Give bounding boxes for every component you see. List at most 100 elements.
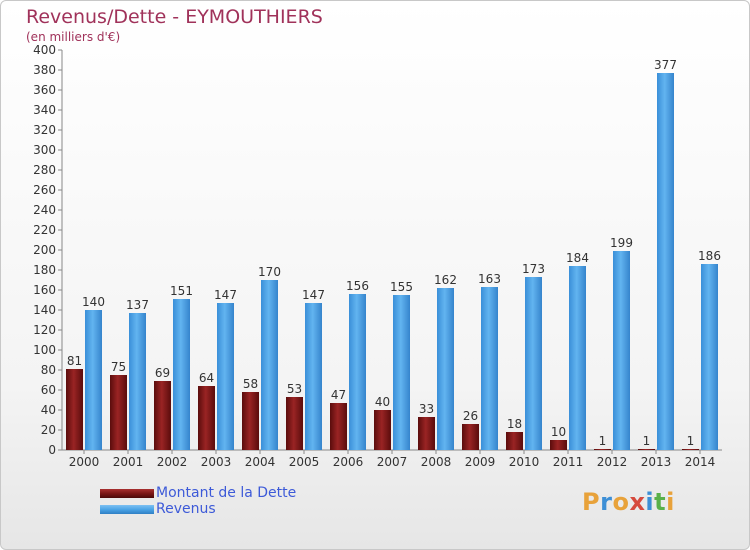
y-tick-label: 120	[33, 323, 56, 337]
data-label-revenue: 163	[478, 272, 501, 286]
data-label-debt: 75	[111, 360, 126, 374]
data-label-revenue: 155	[390, 280, 413, 294]
y-tick-label: 280	[33, 163, 56, 177]
logo-letter: r	[600, 488, 613, 516]
x-tick-label: 2003	[201, 455, 232, 469]
data-label-debt: 10	[551, 425, 566, 439]
data-label-revenue: 186	[698, 249, 721, 263]
logo-letter: P	[582, 488, 601, 516]
data-label-revenue: 377	[654, 58, 677, 72]
y-tick-label: 340	[33, 103, 56, 117]
y-tick-label: 260	[33, 183, 56, 197]
bar-debt	[682, 449, 699, 450]
x-tick-label: 2011	[553, 455, 584, 469]
y-tick-label: 0	[48, 443, 56, 457]
y-tick-label: 20	[41, 423, 56, 437]
x-tick-label: 2013	[641, 455, 672, 469]
data-label-revenue: 170	[258, 265, 281, 279]
bar-debt	[638, 449, 655, 450]
bar-revenue	[305, 303, 322, 450]
bar-debt	[66, 369, 83, 450]
y-tick-label: 240	[33, 203, 56, 217]
data-label-revenue: 140	[82, 295, 105, 309]
y-tick-label: 80	[41, 363, 56, 377]
chart-title: Revenus/Dette - EYMOUTHIERS	[26, 6, 323, 28]
bar-debt	[154, 381, 171, 450]
x-tick-label: 2007	[377, 455, 408, 469]
data-label-debt: 64	[199, 371, 214, 385]
legend-swatch-revenue	[100, 505, 154, 514]
bar-revenue	[481, 287, 498, 450]
x-tick-label: 2000	[69, 455, 100, 469]
legend-label-revenue: Revenus	[156, 501, 216, 517]
y-tick-label: 380	[33, 63, 56, 77]
data-label-debt: 1	[687, 434, 695, 448]
data-label-debt: 81	[67, 354, 82, 368]
bar-debt	[286, 397, 303, 450]
data-label-revenue: 199	[610, 236, 633, 250]
logo-letter: i	[666, 488, 675, 516]
chart-subtitle: (en milliers d'€)	[26, 30, 121, 44]
data-label-debt: 40	[375, 395, 390, 409]
data-label-debt: 1	[599, 434, 607, 448]
data-label-debt: 69	[155, 366, 170, 380]
x-tick-label: 2004	[245, 455, 276, 469]
bar-debt	[242, 392, 259, 450]
bar-revenue	[525, 277, 542, 450]
data-label-revenue: 147	[214, 288, 237, 302]
bar-debt	[330, 403, 347, 450]
data-label-debt: 58	[243, 377, 258, 391]
data-label-revenue: 137	[126, 298, 149, 312]
bar-revenue	[129, 313, 146, 450]
x-tick-label: 2009	[465, 455, 496, 469]
data-label-debt: 47	[331, 388, 346, 402]
x-tick-label: 2008	[421, 455, 452, 469]
y-tick-label: 100	[33, 343, 56, 357]
y-tick-label: 160	[33, 283, 56, 297]
bar-revenue	[613, 251, 630, 450]
bar-revenue	[657, 73, 674, 450]
data-label-revenue: 151	[170, 284, 193, 298]
bar-revenue	[349, 294, 366, 450]
x-tick-label: 2006	[333, 455, 364, 469]
bar-debt	[594, 449, 611, 450]
y-tick-label: 200	[33, 243, 56, 257]
data-label-debt: 33	[419, 402, 434, 416]
bar-revenue	[569, 266, 586, 450]
data-label-revenue: 173	[522, 262, 545, 276]
y-tick-label: 60	[41, 383, 56, 397]
bar-debt	[374, 410, 391, 450]
bar-revenue	[437, 288, 454, 450]
data-label-debt: 53	[287, 382, 302, 396]
x-tick-label: 2010	[509, 455, 540, 469]
x-tick-label: 2012	[597, 455, 628, 469]
bar-debt	[550, 440, 567, 450]
logo-letter: i	[645, 488, 655, 516]
bar-debt	[506, 432, 523, 450]
y-tick-label: 400	[33, 43, 56, 57]
legend-label-debt: Montant de la Dette	[156, 485, 297, 501]
bar-debt	[110, 375, 127, 450]
x-tick-label: 2005	[289, 455, 320, 469]
bar-revenue	[393, 295, 410, 450]
bar-revenue	[85, 310, 102, 450]
data-label-revenue: 184	[566, 251, 589, 265]
data-label-revenue: 156	[346, 279, 369, 293]
y-tick-label: 300	[33, 143, 56, 157]
logo-letter: t	[654, 488, 667, 516]
logo-letter: o	[612, 488, 630, 516]
y-tick-label: 180	[33, 263, 56, 277]
data-label-debt: 1	[643, 434, 651, 448]
bar-revenue	[261, 280, 278, 450]
y-tick-label: 40	[41, 403, 56, 417]
x-tick-label: 2014	[685, 455, 716, 469]
bar-revenue	[701, 264, 718, 450]
logo-letter: x	[629, 488, 646, 516]
x-tick-label: 2002	[157, 455, 188, 469]
bar-revenue	[217, 303, 234, 450]
data-label-debt: 26	[463, 409, 478, 423]
proxiti-logo: Proxiti	[582, 488, 675, 516]
bar-debt	[418, 417, 435, 450]
bar-debt	[198, 386, 215, 450]
y-tick-label: 220	[33, 223, 56, 237]
